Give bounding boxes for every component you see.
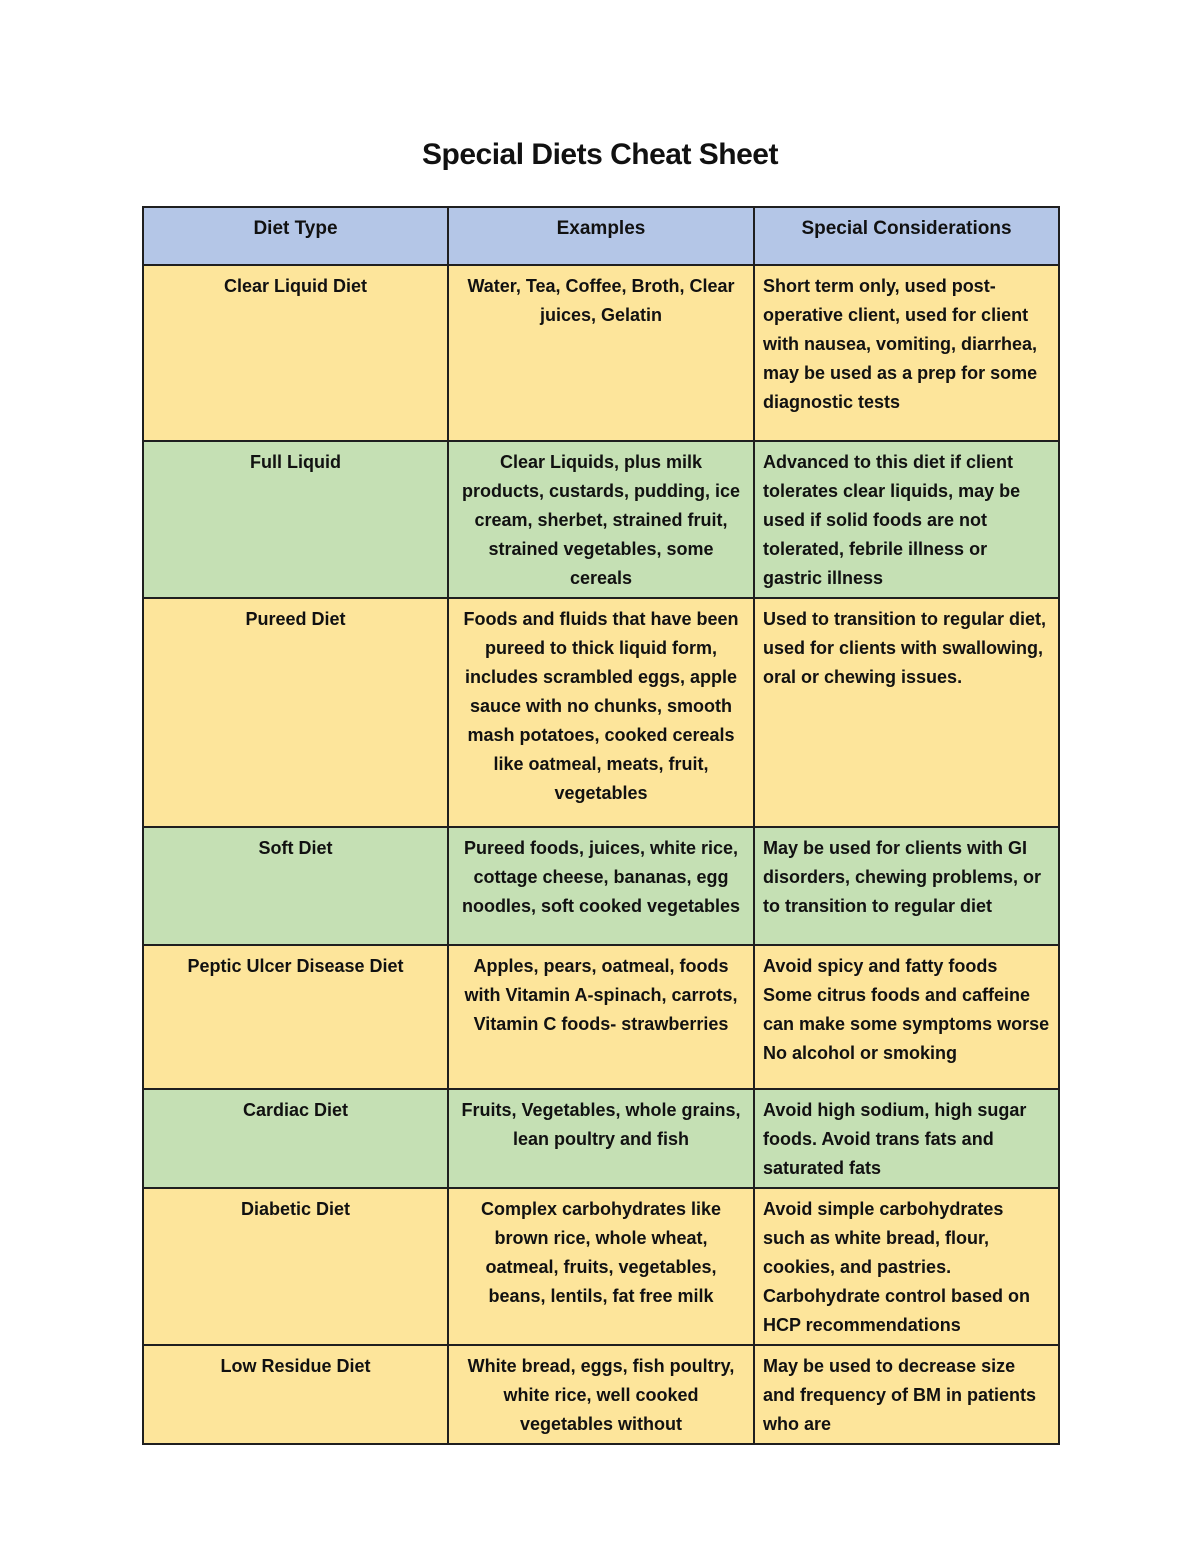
considerations-cell: Short term only, used post-operative cli… [753, 264, 1060, 442]
considerations-cell: Avoid simple carbohydrates such as white… [753, 1187, 1060, 1346]
diet-type-cell: Clear Liquid Diet [142, 264, 449, 442]
diet-type-cell: Full Liquid [142, 440, 449, 599]
considerations-cell: May be used for clients with GI disorder… [753, 826, 1060, 946]
header-special-considerations: Special Considerations [753, 206, 1060, 266]
considerations-cell: Used to transition to regular diet, used… [753, 597, 1060, 828]
diet-type-cell: Low Residue Diet [142, 1344, 449, 1445]
examples-cell: Foods and fluids that have been pureed t… [447, 597, 755, 828]
diet-type-cell: Cardiac Diet [142, 1088, 449, 1189]
examples-cell: Pureed foods, juices, white rice, cottag… [447, 826, 755, 946]
diet-type-cell: Diabetic Diet [142, 1187, 449, 1346]
diet-type-cell: Soft Diet [142, 826, 449, 946]
table-row-peptic-ulcer-disease-diet: Peptic Ulcer Disease Diet Apples, pears,… [142, 944, 1060, 1090]
table-row-full-liquid: Full Liquid Clear Liquids, plus milk pro… [142, 440, 1060, 599]
considerations-cell: Advanced to this diet if client tolerate… [753, 440, 1060, 599]
examples-cell: Complex carbohydrates like brown rice, w… [447, 1187, 755, 1346]
table-row-pureed-diet: Pureed Diet Foods and fluids that have b… [142, 597, 1060, 828]
considerations-cell: May be used to decrease size and frequen… [753, 1344, 1060, 1445]
table-row-low-residue-diet: Low Residue Diet White bread, eggs, fish… [142, 1344, 1060, 1445]
examples-cell: Fruits, Vegetables, whole grains, lean p… [447, 1088, 755, 1189]
table-row-soft-diet: Soft Diet Pureed foods, juices, white ri… [142, 826, 1060, 946]
examples-cell: Water, Tea, Coffee, Broth, Clear juices,… [447, 264, 755, 442]
header-diet-type: Diet Type [142, 206, 449, 266]
special-diets-table: Diet Type Examples Special Consideration… [142, 206, 1060, 1445]
table-header-row: Diet Type Examples Special Consideration… [142, 206, 1060, 266]
diet-type-cell: Peptic Ulcer Disease Diet [142, 944, 449, 1090]
page-title: Special Diets Cheat Sheet [422, 138, 778, 171]
considerations-cell: Avoid high sodium, high sugar foods. Avo… [753, 1088, 1060, 1189]
examples-cell: Clear Liquids, plus milk products, custa… [447, 440, 755, 599]
diet-type-cell: Pureed Diet [142, 597, 449, 828]
examples-cell: White bread, eggs, fish poultry, white r… [447, 1344, 755, 1445]
table-row-diabetic-diet: Diabetic Diet Complex carbohydrates like… [142, 1187, 1060, 1346]
considerations-cell: Avoid spicy and fatty foods Some citrus … [753, 944, 1060, 1090]
table-row-cardiac-diet: Cardiac Diet Fruits, Vegetables, whole g… [142, 1088, 1060, 1189]
header-examples: Examples [447, 206, 755, 266]
examples-cell: Apples, pears, oatmeal, foods with Vitam… [447, 944, 755, 1090]
table-row-clear-liquid-diet: Clear Liquid Diet Water, Tea, Coffee, Br… [142, 264, 1060, 442]
